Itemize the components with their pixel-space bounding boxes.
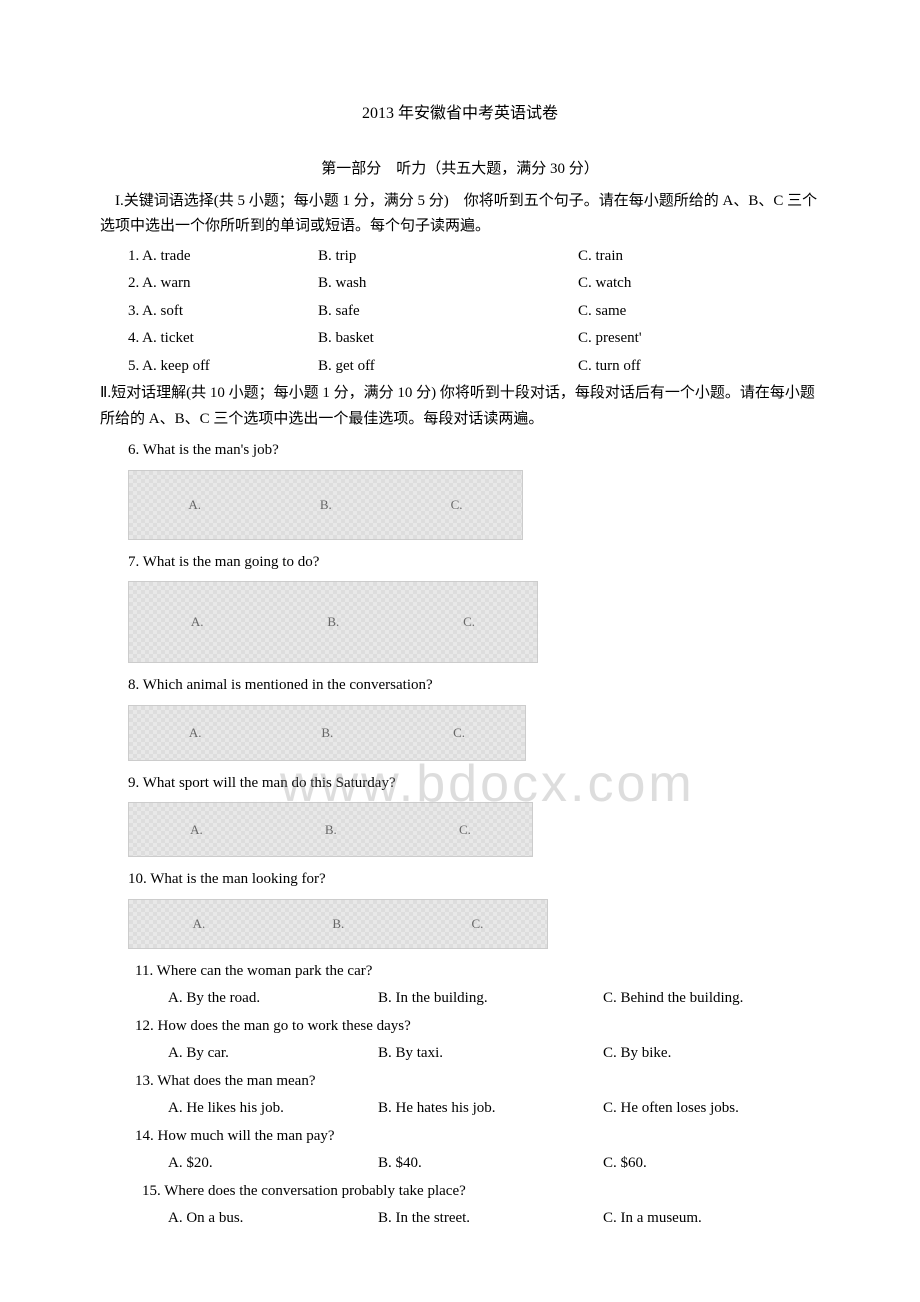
q13-option-c: C. He often loses jobs.: [603, 1096, 820, 1122]
q15-option-c: C. In a museum.: [603, 1206, 820, 1232]
q15-options: A. On a bus. B. In the street. C. In a m…: [168, 1206, 820, 1232]
q12-option-a: A. By car.: [168, 1041, 378, 1067]
q4-option-c: C. present': [578, 326, 820, 352]
q13-option-b: B. He hates his job.: [378, 1096, 603, 1122]
image-option-c-label: C.: [463, 611, 475, 633]
exam-title: 2013 年安徽省中考英语试卷: [100, 100, 820, 127]
q9-text: 9. What sport will the man do this Satur…: [128, 771, 820, 797]
image-option-c-label: C.: [453, 722, 465, 744]
image-option-c-label: C.: [451, 494, 463, 516]
q3-option-b: B. safe: [318, 299, 578, 325]
q5-row: 5. A. keep off B. get off C. turn off: [128, 354, 820, 380]
q4-row: 4. A. ticket B. basket C. present': [128, 326, 820, 352]
q13-text: 13. What does the man mean?: [135, 1069, 820, 1095]
q15-text: 15. Where does the conversation probably…: [142, 1179, 820, 1205]
q15-option-b: B. In the street.: [378, 1206, 603, 1232]
q8-text: 8. Which animal is mentioned in the conv…: [128, 673, 820, 699]
q3-option-a: 3. A. soft: [128, 299, 318, 325]
section1-instructions: I.关键词语选择(共 5 小题；每小题 1 分，满分 5 分) 你将听到五个句子…: [100, 189, 820, 240]
image-option-b-label: B.: [321, 722, 333, 744]
q14-text: 14. How much will the man pay?: [135, 1124, 820, 1150]
q7-text: 7. What is the man going to do?: [128, 550, 820, 576]
q11-option-b: B. In the building.: [378, 986, 603, 1012]
q5-option-a: 5. A. keep off: [128, 354, 318, 380]
q7-image: A. B. C.: [128, 581, 538, 663]
image-option-a-label: A.: [191, 611, 204, 633]
image-option-b-label: B.: [320, 494, 332, 516]
q11-options: A. By the road. B. In the building. C. B…: [168, 986, 820, 1012]
q14-options: A. $20. B. $40. C. $60.: [168, 1151, 820, 1177]
q3-option-c: C. same: [578, 299, 820, 325]
part1-title: 第一部分 听力（共五大题，满分 30 分）: [100, 157, 820, 183]
q1-option-c: C. train: [578, 244, 820, 270]
q13-option-a: A. He likes his job.: [168, 1096, 378, 1122]
q8-image: A. B. C.: [128, 705, 526, 761]
q11-option-c: C. Behind the building.: [603, 986, 820, 1012]
image-option-a-label: A.: [188, 494, 201, 516]
q4-option-b: B. basket: [318, 326, 578, 352]
q1-row: 1. A. trade B. trip C. train: [128, 244, 820, 270]
q12-options: A. By car. B. By taxi. C. By bike.: [168, 1041, 820, 1067]
q4-option-a: 4. A. ticket: [128, 326, 318, 352]
q11-option-a: A. By the road.: [168, 986, 378, 1012]
q5-option-c: C. turn off: [578, 354, 820, 380]
q10-text: 10. What is the man looking for?: [128, 867, 820, 893]
q14-option-c: C. $60.: [603, 1151, 820, 1177]
section2-instructions: Ⅱ.短对话理解(共 10 小题；每小题 1 分，满分 10 分) 你将听到十段对…: [100, 381, 820, 432]
q3-row: 3. A. soft B. safe C. same: [128, 299, 820, 325]
q9-image: A. B. C.: [128, 802, 533, 857]
q12-option-c: C. By bike.: [603, 1041, 820, 1067]
q14-option-b: B. $40.: [378, 1151, 603, 1177]
q2-row: 2. A. warn B. wash C. watch: [128, 271, 820, 297]
q11-text: 11. Where can the woman park the car?: [135, 959, 820, 985]
q2-option-b: B. wash: [318, 271, 578, 297]
image-option-c-label: C.: [459, 819, 471, 841]
q10-image: A. B. C.: [128, 899, 548, 949]
q13-options: A. He likes his job. B. He hates his job…: [168, 1096, 820, 1122]
image-option-b-label: B.: [332, 913, 344, 935]
q1-option-a: 1. A. trade: [128, 244, 318, 270]
q12-option-b: B. By taxi.: [378, 1041, 603, 1067]
image-option-a-label: A.: [189, 722, 202, 744]
q6-text: 6. What is the man's job?: [128, 438, 820, 464]
q14-option-a: A. $20.: [168, 1151, 378, 1177]
image-option-b-label: B.: [325, 819, 337, 841]
image-option-b-label: B.: [327, 611, 339, 633]
image-option-a-label: A.: [190, 819, 203, 841]
image-option-c-label: C.: [471, 913, 483, 935]
page-container: www.bdocx.com 2013 年安徽省中考英语试卷 第一部分 听力（共五…: [100, 100, 820, 1232]
q5-option-b: B. get off: [318, 354, 578, 380]
q6-image: A. B. C.: [128, 470, 523, 540]
q1-option-b: B. trip: [318, 244, 578, 270]
image-option-a-label: A.: [193, 913, 206, 935]
q15-option-a: A. On a bus.: [168, 1206, 378, 1232]
q12-text: 12. How does the man go to work these da…: [135, 1014, 820, 1040]
q2-option-a: 2. A. warn: [128, 271, 318, 297]
q2-option-c: C. watch: [578, 271, 820, 297]
